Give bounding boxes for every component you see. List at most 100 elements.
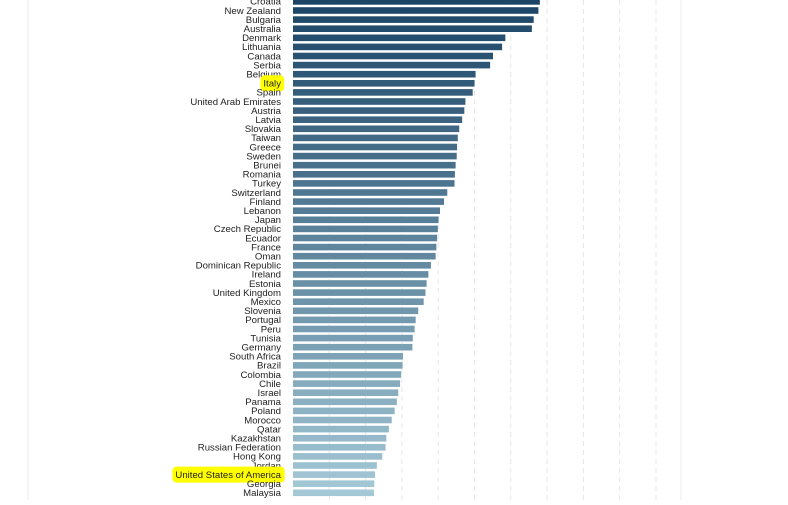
bar-united-states-of-america — [293, 471, 376, 478]
bar-mexico — [293, 298, 424, 305]
category-label: Colombia — [240, 370, 281, 381]
category-label: Australia — [244, 24, 282, 35]
category-label: Turkey — [252, 179, 281, 190]
bar-italy — [293, 80, 475, 87]
category-label: Dominican Republic — [196, 261, 282, 272]
bar-united-arab-emirates — [293, 98, 466, 105]
chart-bars — [293, 0, 540, 497]
category-label: Belgium — [246, 70, 281, 81]
category-label: Slovenia — [244, 306, 281, 317]
category-label: Israel — [258, 388, 281, 399]
category-label: Switzerland — [231, 188, 281, 199]
bar-tunisia — [293, 334, 413, 342]
category-label: Oman — [255, 252, 281, 263]
category-label: Brunei — [253, 161, 281, 172]
bar-portugal — [293, 316, 416, 324]
bar-jordan — [293, 462, 377, 469]
category-label: Brazil — [257, 361, 281, 372]
category-label: Sweden — [246, 151, 281, 162]
bar-spain — [293, 89, 473, 96]
category-label: Jordan — [252, 461, 281, 472]
bar-romania — [293, 171, 455, 178]
category-label: New Zealand — [224, 6, 281, 17]
category-label: Ecuador — [245, 233, 282, 244]
category-label: Czech Republic — [214, 224, 281, 235]
category-label: Serbia — [253, 60, 281, 71]
category-label: Qatar — [257, 424, 282, 435]
bar-latvia — [293, 116, 463, 123]
bar-taiwan — [293, 134, 458, 142]
category-label: Spain — [256, 88, 281, 99]
bar-ecuador — [293, 234, 438, 242]
category-label: Bulgaria — [246, 15, 282, 26]
category-label: Denmark — [242, 33, 281, 44]
bar-oman — [293, 252, 436, 260]
bar-sweden — [293, 152, 457, 160]
category-label: Taiwan — [251, 133, 281, 144]
bar-estonia — [293, 280, 427, 287]
category-label: Latvia — [255, 115, 281, 126]
category-label: Lebanon — [244, 206, 281, 217]
category-label: Lithuania — [242, 42, 282, 53]
bar-japan — [293, 216, 439, 224]
category-label: United Kingdom — [213, 288, 281, 299]
bar-australia — [293, 25, 532, 32]
category-label: Romania — [243, 170, 282, 181]
bar-czech-republic — [293, 225, 438, 233]
bar-israel — [293, 389, 399, 396]
bar-france — [293, 243, 437, 251]
bar-slovakia — [293, 125, 460, 133]
bar-germany — [293, 343, 413, 351]
category-label: Panama — [245, 397, 281, 408]
bar-poland — [293, 407, 395, 415]
bar-hong-kong — [293, 453, 383, 460]
bar-belgium — [293, 70, 476, 78]
bar-turkey — [293, 180, 455, 187]
bar-ireland — [293, 271, 429, 278]
category-label: Peru — [261, 324, 281, 335]
category-label: Estonia — [249, 279, 282, 290]
category-label: Slovakia — [245, 124, 282, 135]
category-label: United States of America — [175, 470, 281, 481]
category-label: Kazakhstan — [231, 434, 281, 445]
bar-lebanon — [293, 207, 441, 214]
bar-dominican-republic — [293, 262, 431, 269]
category-label: Morocco — [244, 415, 281, 426]
bar-new-zealand — [293, 7, 539, 14]
category-label: Germany — [242, 343, 282, 354]
category-label: Hong Kong — [233, 452, 281, 463]
category-label: Italy — [263, 79, 281, 90]
category-label: Finland — [250, 197, 281, 208]
category-label: Mexico — [251, 297, 281, 308]
bar-croatia — [293, 0, 540, 5]
category-label: Georgia — [247, 479, 282, 490]
bar-greece — [293, 143, 458, 151]
category-label: Canada — [247, 51, 281, 62]
bar-serbia — [293, 61, 491, 69]
category-label: Poland — [251, 406, 281, 417]
label-highlight — [172, 466, 285, 483]
category-label: Russian Federation — [198, 443, 281, 454]
bar-denmark — [293, 34, 506, 42]
bar-malaysia — [293, 489, 374, 497]
category-label: South Africa — [229, 352, 281, 363]
bar-colombia — [293, 371, 402, 378]
bar-austria — [293, 107, 465, 114]
category-label: Chile — [259, 379, 281, 390]
category-label: Malaysia — [243, 488, 282, 499]
bar-kazakhstan — [293, 434, 387, 442]
category-label: Austria — [251, 106, 282, 117]
bar-slovenia — [293, 307, 419, 315]
bar-brunei — [293, 161, 456, 169]
bar-peru — [293, 325, 415, 333]
bar-south-africa — [293, 353, 403, 360]
category-label: Greece — [250, 142, 281, 153]
category-label: Japan — [255, 215, 281, 226]
chart-background — [27, 0, 682, 500]
label-highlight — [260, 75, 285, 92]
category-label: United Arab Emirates — [190, 97, 281, 108]
bar-united-kingdom — [293, 289, 426, 296]
